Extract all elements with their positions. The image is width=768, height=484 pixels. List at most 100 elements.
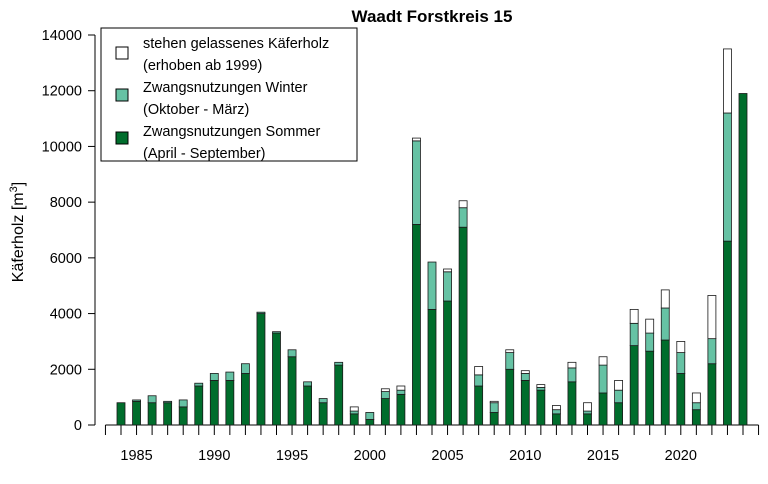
bar-winter-1998 <box>334 361 344 366</box>
bar-winter-2018 <box>645 332 655 352</box>
bar-winter-2011 <box>536 386 546 391</box>
legend-swatch-stehen <box>115 46 129 60</box>
bar-sommer-1999 <box>349 413 359 426</box>
bar-sommer-1984 <box>116 402 126 426</box>
x-tick-label: 2015 <box>587 448 619 464</box>
bar-sommer-1990 <box>209 380 219 426</box>
bar-sommer-2022 <box>707 363 717 426</box>
bar-sommer-2018 <box>645 350 655 426</box>
bar-winter-2016 <box>614 389 623 404</box>
bar-winter-1985 <box>132 399 141 402</box>
bar-stehen-2013 <box>567 361 577 369</box>
bar-winter-2020 <box>676 352 686 374</box>
bar-stehen-2020 <box>676 341 686 353</box>
bar-stehen-2023 <box>723 48 732 114</box>
bar-winter-2000 <box>365 412 375 420</box>
bar-winter-1994 <box>272 331 281 334</box>
bar-stehen-2018 <box>645 318 655 334</box>
bar-winter-2005 <box>443 271 452 302</box>
bar-winter-2012 <box>552 409 561 415</box>
bar-sommer-1989 <box>194 385 204 426</box>
y-tick-label: 12000 <box>42 84 82 100</box>
bar-sommer-2021 <box>691 409 701 426</box>
legend-swatch-winter <box>115 88 129 102</box>
y-tick-label: 6000 <box>50 251 82 267</box>
chart-title: Waadt Forstkreis 15 <box>352 7 513 26</box>
bar-winter-2023 <box>723 112 732 242</box>
bar-winter-1986 <box>147 395 157 404</box>
x-tick-label: 2000 <box>354 448 386 464</box>
bar-sommer-2023 <box>723 240 732 426</box>
bar-winter-2009 <box>505 352 515 370</box>
bar-sommer-1995 <box>287 356 297 426</box>
bar-sommer-2006 <box>458 226 468 426</box>
bar-stehen-2011 <box>536 384 546 388</box>
bar-sommer-1991 <box>225 380 235 426</box>
bar-stehen-2017 <box>629 308 639 324</box>
bar-sommer-2007 <box>474 385 484 426</box>
bar-winter-2001 <box>380 391 390 399</box>
bar-winter-1999 <box>349 410 359 415</box>
bar-winter-1991 <box>225 371 235 381</box>
bar-sommer-2016 <box>614 402 623 426</box>
legend-label-stehen-1: stehen gelassenes Käferholz <box>143 36 329 52</box>
bar-sommer-2011 <box>536 389 546 426</box>
bar-sommer-2015 <box>598 392 608 426</box>
bar-sommer-1993 <box>256 313 266 426</box>
bar-winter-1993 <box>256 311 266 314</box>
x-axis: 1985 1990 1995 2000 2005 2010 2015 2020 <box>104 424 760 464</box>
bar-sommer-1988 <box>178 406 188 426</box>
bar-sommer-1994 <box>272 332 281 426</box>
bar-winter-1989 <box>194 382 204 387</box>
bar-sommer-2024 <box>738 93 748 426</box>
bar-winter-1990 <box>209 373 219 381</box>
bar-sommer-2004 <box>427 308 437 426</box>
legend-label-winter-2: (Oktober - März) <box>143 102 249 118</box>
legend: stehen gelassenes Käferholz (erhoben ab … <box>100 27 358 162</box>
bars <box>116 48 748 426</box>
bar-sommer-2000 <box>365 419 375 426</box>
bar-stehen-2010 <box>520 370 530 374</box>
y-axis-label-close: ] <box>10 182 27 186</box>
bar-sommer-2001 <box>380 398 390 426</box>
bar-winter-1987 <box>163 400 173 404</box>
y-tick-label: 14000 <box>42 28 82 44</box>
bar-stehen-2002 <box>396 385 406 391</box>
bar-sommer-2003 <box>412 224 421 426</box>
bar-winter-2008 <box>489 402 499 413</box>
bar-winter-1992 <box>240 363 250 374</box>
bar-stehen-1999 <box>349 406 359 412</box>
bar-stehen-2009 <box>505 349 515 353</box>
bar-winter-2014 <box>583 410 592 415</box>
bar-winter-2003 <box>412 140 421 225</box>
bar-sommer-2002 <box>396 393 406 426</box>
y-axis-label-sup: 3 <box>8 186 20 192</box>
bar-stehen-2005 <box>443 268 452 273</box>
bar-stehen-2016 <box>614 380 623 391</box>
y-tick-label: 8000 <box>50 195 82 211</box>
x-tick-label: 2005 <box>431 448 463 464</box>
bar-winter-2010 <box>520 373 530 381</box>
bar-stehen-2014 <box>583 402 592 412</box>
bar-sommer-1985 <box>132 400 141 426</box>
bar-sommer-2012 <box>552 413 561 426</box>
bar-sommer-2009 <box>505 368 515 426</box>
bar-sommer-2019 <box>660 339 670 426</box>
bar-sommer-2014 <box>583 413 592 426</box>
y-axis-label: Käferholz [m3] <box>8 182 27 282</box>
bar-sommer-2017 <box>629 345 639 426</box>
bar-stehen-2021 <box>691 392 701 404</box>
bar-stehen-2006 <box>458 200 468 209</box>
bar-winter-2017 <box>629 322 639 347</box>
x-tick-label: 1990 <box>198 448 230 464</box>
y-tick-label: 0 <box>74 418 82 434</box>
bar-stehen-2007 <box>474 366 484 376</box>
x-tick-label: 1995 <box>276 448 308 464</box>
y-tick-label: 10000 <box>42 139 82 155</box>
y-tick-label: 4000 <box>50 307 82 323</box>
bar-stehen-2001 <box>380 388 390 392</box>
bar-sommer-1996 <box>303 385 313 426</box>
bar-winter-2021 <box>691 402 701 411</box>
bar-winter-2015 <box>598 364 608 394</box>
bar-stehen-2003 <box>412 137 421 142</box>
